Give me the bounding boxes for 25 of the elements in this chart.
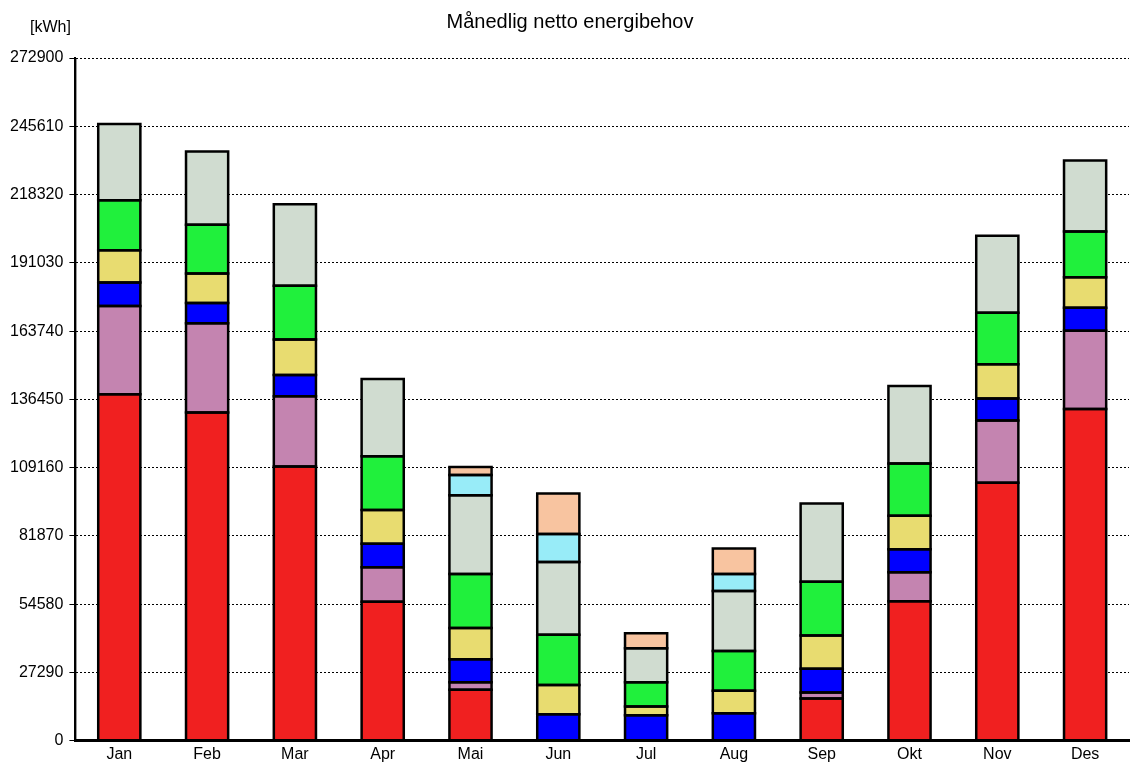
x-tick-label: Mar	[281, 744, 310, 762]
y-tick-label: 245610	[10, 116, 64, 134]
x-tick-label: Okt	[897, 744, 923, 762]
y-tick-label: 218320	[10, 184, 64, 202]
y-axis-title: [kWh]	[30, 18, 71, 36]
x-tick-label: Mai	[457, 744, 484, 762]
y-tick-label: 81870	[18, 526, 64, 544]
x-tick-label: Jul	[635, 744, 657, 762]
x-tick-label: Jan	[106, 744, 133, 762]
y-tick-label: 0	[54, 731, 64, 749]
y-tick-label: 163740	[10, 321, 64, 339]
x-tick-label: Feb	[193, 744, 221, 762]
y-tick-label: 27290	[18, 662, 64, 680]
x-tick-label: Aug	[719, 744, 749, 762]
y-tick-label: 54580	[18, 594, 64, 612]
y-tick-label: 191030	[10, 253, 64, 271]
y-tick-label: 109160	[10, 458, 64, 476]
x-tick-label: Apr	[370, 744, 396, 762]
y-tick-label: 272900	[10, 48, 64, 66]
y-tick-label: 136450	[10, 389, 64, 407]
x-tick-label: Sep	[807, 744, 837, 762]
chart-title: Månedlig netto energibehov	[446, 9, 694, 32]
x-tick-label: Jun	[545, 744, 572, 762]
x-tick-label: Des	[1070, 744, 1100, 762]
x-tick-label: Nov	[983, 744, 1012, 762]
